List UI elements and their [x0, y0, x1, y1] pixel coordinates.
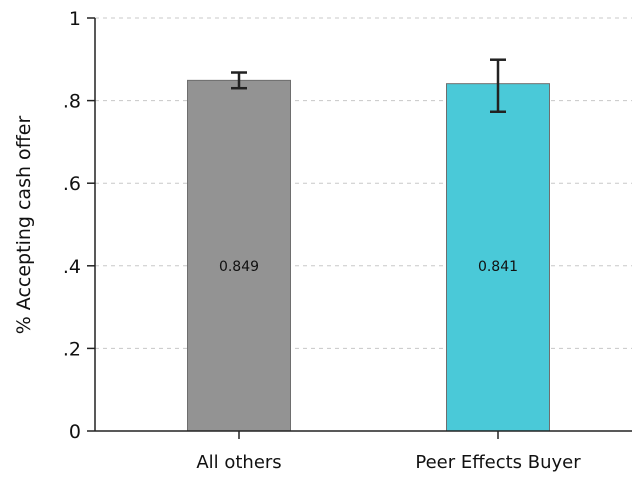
x-tick-label: All others [196, 452, 281, 473]
gridlines [95, 17, 632, 349]
bar [446, 83, 550, 432]
bar-value-label: 0.841 [478, 259, 518, 275]
bar-value-label: 0.849 [219, 259, 259, 275]
y-ticks: 0 .2 .4 .6 .8 1 [63, 8, 95, 443]
y-tick-label: .4 [63, 256, 81, 278]
x-tick-labels: All others Peer Effects Buyer [196, 431, 581, 473]
y-tick-label: 0 [69, 421, 81, 443]
y-tick-label: .2 [63, 338, 81, 360]
y-tick-label: .8 [63, 91, 81, 113]
y-axis-title: % Accepting cash offer [13, 116, 35, 335]
axes [94, 18, 632, 432]
x-tick-label: Peer Effects Buyer [415, 452, 581, 473]
y-tick-label: 1 [69, 8, 81, 30]
y-tick-label: .6 [63, 173, 81, 195]
bar [187, 79, 291, 432]
bars: 0.849 0.841 [187, 58, 550, 432]
